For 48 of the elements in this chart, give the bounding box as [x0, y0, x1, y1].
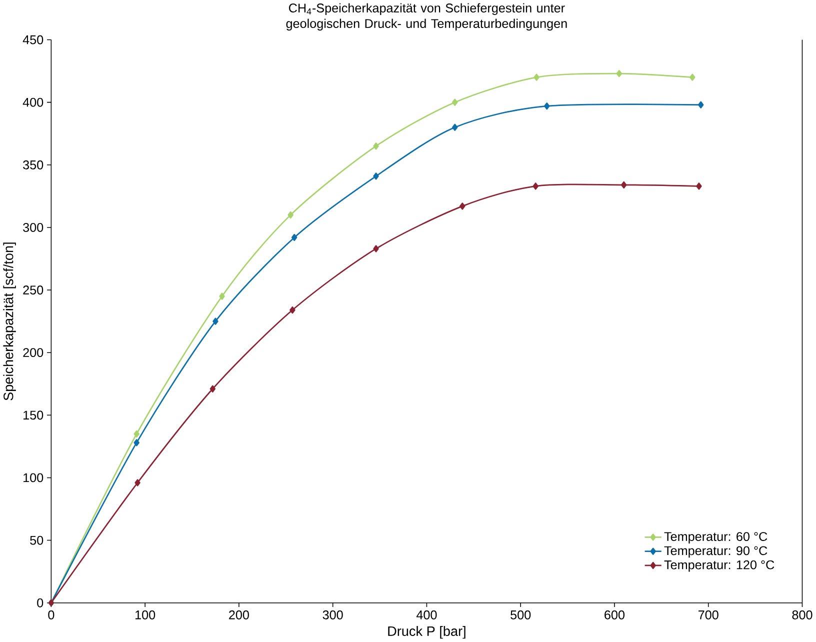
point	[212, 318, 218, 325]
point	[534, 74, 540, 81]
point	[373, 172, 379, 180]
point	[690, 74, 696, 81]
x-tick-label: 600	[604, 610, 625, 620]
y-axis-title: Speicherkapazität [scf/ton]	[3, 242, 16, 400]
x-axis-title: Druck P [bar]	[388, 626, 466, 639]
y-tick-label: 450	[22, 35, 44, 44]
point	[373, 245, 379, 252]
chart-title: CH$_{4}$-Speicherkapazität von Schiefergestein unter geologischen Druck- und Temperaturbedingungen	[286, 3, 567, 31]
y-tick-label: 300	[23, 223, 44, 232]
point	[698, 101, 704, 108]
x-tick-label: 300	[322, 610, 343, 620]
point	[460, 202, 466, 210]
point	[219, 292, 225, 300]
x-tick-label: 200	[229, 610, 249, 620]
point	[290, 306, 296, 314]
x-tick-label: 500	[510, 610, 531, 620]
x-tick-label: 800	[792, 610, 812, 620]
point	[532, 182, 538, 190]
y-tick-label: 350	[23, 160, 44, 170]
point	[452, 124, 458, 131]
x-tick-label: 700	[698, 610, 718, 620]
point	[210, 385, 216, 393]
x-tick-label: 100	[136, 610, 156, 620]
y-tick-label: 250	[23, 286, 44, 295]
y-tick-label: 100	[24, 473, 44, 482]
point	[616, 70, 622, 78]
y-tick-label: 400	[22, 98, 44, 107]
x-tick-label: 0	[48, 610, 54, 620]
point	[621, 181, 627, 189]
legend-label: Temperatur: 90 °C	[664, 546, 768, 558]
point	[134, 479, 140, 486]
y-tick-label: 150	[24, 410, 44, 420]
y-tick-label: 50	[30, 536, 44, 545]
point	[134, 430, 140, 438]
x-tick-label: 400	[416, 610, 437, 620]
legend-label: Temperatur: 120 °C	[664, 560, 774, 572]
point	[134, 439, 140, 446]
point	[544, 102, 550, 110]
y-tick-label: 200	[23, 348, 44, 358]
y-tick-label: 0	[37, 598, 44, 608]
point	[452, 98, 458, 106]
legend-label: Temperatur: 60 °C	[664, 532, 768, 544]
point	[291, 234, 298, 242]
point	[288, 211, 294, 219]
point	[696, 182, 702, 190]
point	[373, 142, 379, 150]
